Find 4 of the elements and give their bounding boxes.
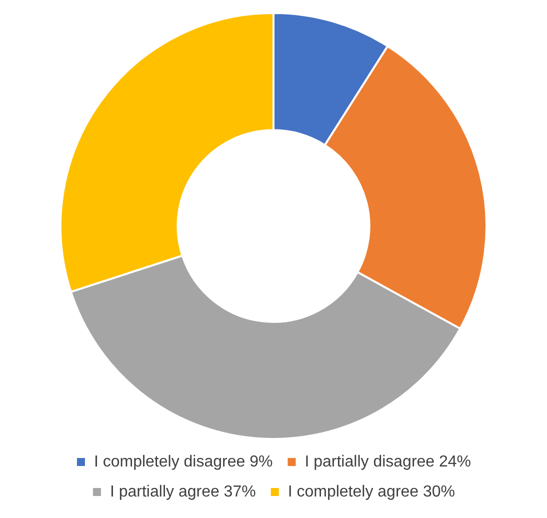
- legend-label: I completely disagree 9%: [94, 453, 273, 470]
- legend-label: I completely agree 30%: [288, 483, 456, 500]
- legend-label: I partially disagree 24%: [304, 453, 472, 470]
- legend-label: I partially agree 37%: [110, 483, 256, 500]
